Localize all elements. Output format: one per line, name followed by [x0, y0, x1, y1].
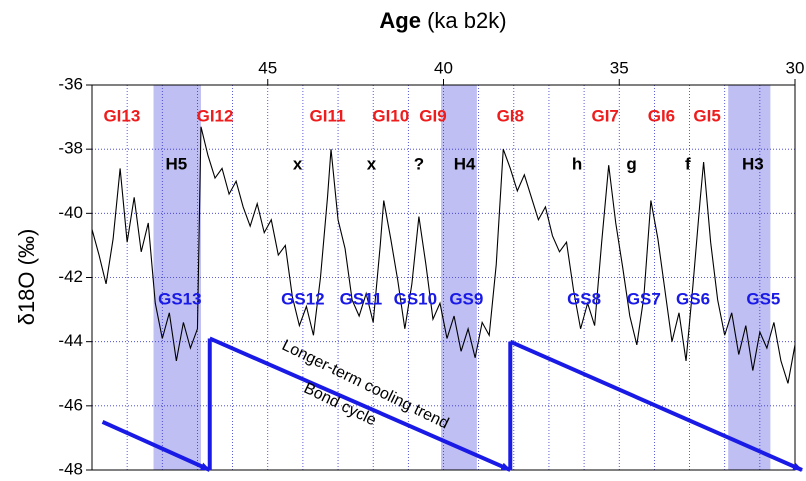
y-tick-label: -36: [58, 74, 83, 93]
gi-label: GI7: [591, 107, 618, 126]
event-label: H4: [454, 155, 476, 174]
gs-label: GS12: [281, 289, 324, 308]
gs-label: GS13: [158, 289, 201, 308]
event-label: f: [685, 155, 691, 174]
gi-label: GI10: [372, 107, 409, 126]
x-label-bold: Age: [379, 8, 421, 33]
event-label: h: [572, 155, 582, 174]
event-label: x: [367, 155, 377, 174]
y-tick-label: -44: [58, 331, 83, 350]
gs-label: GS7: [627, 289, 661, 308]
gi-label: GI13: [103, 107, 140, 126]
y-tick-label: -40: [58, 203, 83, 222]
event-label: H5: [165, 155, 187, 174]
gs-label: GS9: [449, 289, 483, 308]
gi-label: GI11: [310, 107, 346, 126]
x-label: (ka b2k): [427, 8, 506, 33]
x-axis-title: Age (ka b2k): [379, 8, 506, 33]
y-tick-label: -46: [58, 395, 83, 414]
event-label: ?: [414, 155, 424, 174]
event-label: x: [293, 155, 303, 174]
gs-label: GS11: [340, 289, 383, 308]
x-tick-label: 40: [434, 58, 453, 77]
event-label: H3: [742, 155, 764, 174]
gs-label: GS5: [746, 289, 780, 308]
x-tick-label: 35: [610, 58, 629, 77]
y-tick-label: -42: [58, 267, 83, 286]
band: [153, 85, 201, 470]
data-line: [91, 126, 796, 384]
x-tick-label: 30: [786, 58, 805, 77]
gi-label: GI8: [497, 107, 524, 126]
y-axis-title: δ18O (‰): [14, 229, 39, 326]
plot-frame: [91, 84, 796, 471]
gi-label: GI5: [693, 107, 720, 126]
bond-cycle-line: [101, 420, 211, 472]
gs-label: GS10: [394, 289, 437, 308]
gi-label: GI6: [648, 107, 675, 126]
gi-label: GI9: [419, 107, 446, 126]
x-tick-label: 45: [258, 58, 277, 77]
bond-cycle-line: [208, 336, 512, 472]
gs-label: GS6: [676, 289, 710, 308]
event-label: g: [626, 155, 636, 174]
gi-label: GI12: [197, 107, 234, 126]
bond-cycle-line: [509, 339, 803, 472]
y-tick-label: -38: [58, 139, 83, 158]
gs-label: GS8: [567, 289, 601, 308]
y-tick-label: -48: [58, 459, 83, 478]
